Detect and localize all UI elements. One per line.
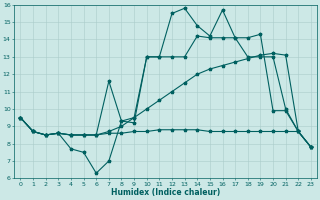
X-axis label: Humidex (Indice chaleur): Humidex (Indice chaleur): [111, 188, 220, 197]
